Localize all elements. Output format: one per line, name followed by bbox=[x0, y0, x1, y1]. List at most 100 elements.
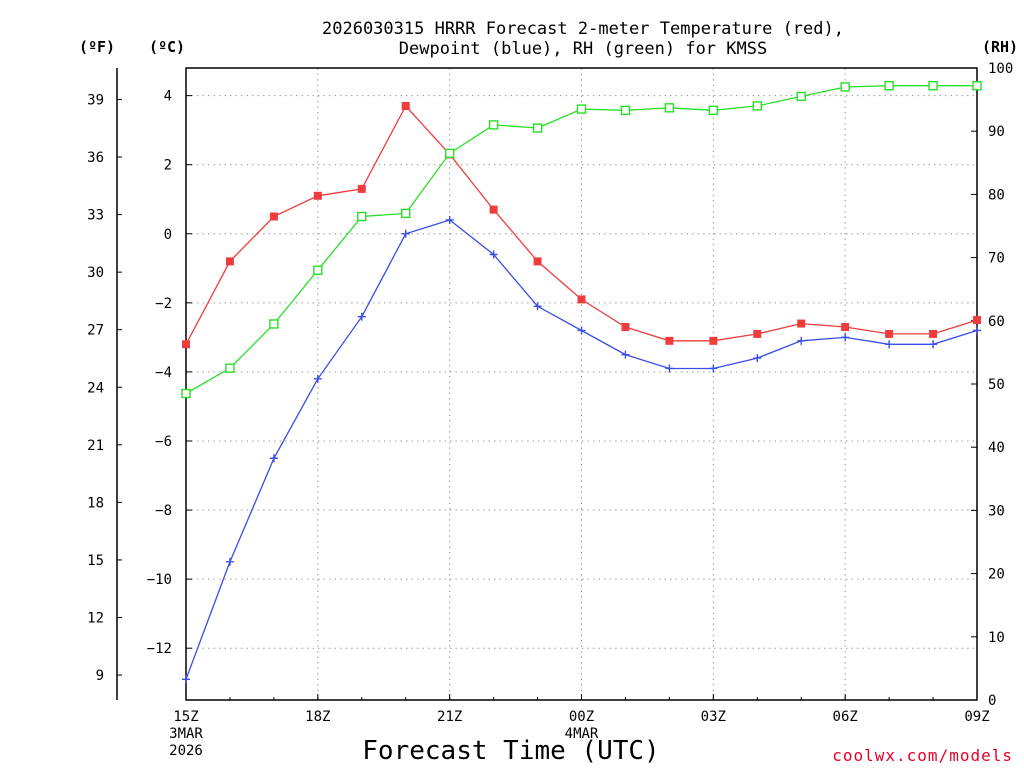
rh-point bbox=[708, 105, 719, 116]
fahrenheit-tick-label: 30 bbox=[87, 265, 104, 281]
fahrenheit-tick-label: 18 bbox=[87, 495, 104, 511]
x-tick-label: 21Z bbox=[437, 709, 462, 725]
celsius-tick-label: −10 bbox=[147, 572, 172, 588]
rh-point bbox=[620, 105, 631, 116]
x-tick-label: 03Z bbox=[701, 709, 726, 725]
credit-text: coolwx.com/models bbox=[832, 746, 1013, 765]
dewpoint-point bbox=[665, 364, 674, 373]
chart-title-line-2: Dewpoint (blue), RH (green) for KMSS bbox=[399, 39, 767, 59]
rh-point bbox=[444, 148, 455, 159]
dewpoint-point bbox=[841, 333, 850, 342]
rh-tick-label: 20 bbox=[988, 567, 1005, 583]
x-tick-label: 4MAR bbox=[565, 726, 599, 742]
rh-point bbox=[840, 82, 850, 92]
x-tick-label: 06Z bbox=[833, 709, 858, 725]
rh-point bbox=[269, 319, 279, 329]
temperature-point bbox=[885, 329, 894, 338]
celsius-tick-label: −2 bbox=[155, 296, 172, 312]
x-tick-label: 09Z bbox=[964, 709, 989, 725]
celsius-tick-label: 4 bbox=[164, 89, 172, 105]
rh-point bbox=[972, 80, 982, 91]
rh-tick-label: 30 bbox=[988, 503, 1005, 519]
temperature-point bbox=[182, 340, 190, 349]
dewpoint-point bbox=[533, 302, 542, 311]
dewpoint-point bbox=[313, 374, 322, 383]
rh-point bbox=[796, 91, 806, 102]
rh-tick-label: 60 bbox=[988, 314, 1005, 330]
celsius-tick-label: −6 bbox=[155, 434, 172, 450]
dewpoint-point bbox=[621, 350, 630, 359]
rh-unit-label: (RH) bbox=[982, 38, 1018, 56]
celsius-tick-label: 2 bbox=[164, 158, 172, 174]
temperature-point bbox=[225, 257, 234, 266]
rh-point bbox=[225, 363, 235, 373]
x-tick-label: 3MAR bbox=[169, 726, 203, 742]
rh-point bbox=[532, 123, 543, 133]
rh-point bbox=[357, 211, 367, 222]
grid bbox=[186, 68, 977, 700]
fahrenheit-tick-label: 33 bbox=[87, 208, 104, 224]
temperature-point bbox=[621, 323, 630, 332]
rh-point bbox=[752, 101, 762, 111]
dewpoint-point bbox=[445, 215, 454, 224]
chart-title-line-1: 2026030315 HRRR Forecast 2-meter Tempera… bbox=[322, 19, 844, 39]
celsius-tick-label: −12 bbox=[147, 641, 172, 657]
fahrenheit-tick-label: 39 bbox=[87, 92, 104, 108]
dewpoint-point bbox=[489, 250, 498, 259]
dewpoint-point bbox=[577, 326, 586, 335]
fahrenheit-tick-label: 12 bbox=[87, 610, 104, 626]
axes bbox=[116, 67, 978, 701]
temperature-point bbox=[577, 295, 586, 304]
dewpoint-point bbox=[797, 336, 806, 345]
temperature-point bbox=[709, 336, 718, 345]
temperature-point bbox=[313, 191, 322, 200]
temperature-line bbox=[185, 104, 978, 345]
dewpoint-point bbox=[753, 354, 762, 363]
fahrenheit-tick-label: 21 bbox=[87, 438, 104, 454]
series-group bbox=[181, 80, 982, 684]
dewpoint-point bbox=[182, 675, 190, 684]
rh-point bbox=[488, 120, 499, 130]
celsius-tick-label: −8 bbox=[155, 503, 172, 519]
rh-point bbox=[401, 208, 411, 219]
fahrenheit-tick-label: 36 bbox=[87, 150, 104, 166]
dewpoint-point bbox=[225, 557, 234, 566]
celsius-tick-label: 0 bbox=[164, 227, 172, 243]
rh-tick-label: 0 bbox=[988, 693, 996, 709]
temperature-point bbox=[269, 212, 278, 221]
celsius-tick-label: −4 bbox=[155, 365, 172, 381]
rh-point bbox=[884, 80, 894, 91]
dewpoint-point bbox=[269, 454, 278, 463]
fahrenheit-tick-label: 9 bbox=[96, 668, 104, 684]
x-tick-label: 18Z bbox=[305, 709, 330, 725]
fahrenheit-tick-label: 15 bbox=[87, 553, 104, 569]
dewpoint-point bbox=[973, 326, 981, 335]
dewpoint-point bbox=[401, 229, 410, 238]
x-axis-label: Forecast Time (UTC) bbox=[362, 736, 659, 766]
rh-tick-label: 80 bbox=[988, 187, 1005, 203]
temperature-point bbox=[489, 205, 498, 214]
temperature-point bbox=[973, 316, 981, 325]
rh-tick-label: 100 bbox=[988, 61, 1013, 77]
rh-tick-label: 90 bbox=[988, 124, 1005, 140]
temperature-point bbox=[753, 329, 762, 338]
rh-point bbox=[181, 388, 191, 399]
x-tick-label: 00Z bbox=[569, 709, 594, 725]
fahrenheit-tick-label: 27 bbox=[87, 323, 104, 339]
tick-labels: 420−2−4−6−8−10−1239363330272421181512910… bbox=[87, 61, 1013, 759]
rh-point bbox=[576, 104, 587, 114]
rh-tick-label: 50 bbox=[988, 377, 1005, 393]
rh-tick-label: 40 bbox=[988, 440, 1005, 456]
rh-tick-label: 10 bbox=[988, 630, 1005, 646]
temperature-point bbox=[665, 336, 674, 345]
dewpoint-point bbox=[929, 340, 938, 349]
dewpoint-point bbox=[885, 340, 894, 349]
temperature-point bbox=[797, 319, 806, 328]
rh-tick-label: 70 bbox=[988, 251, 1005, 267]
temperature-point bbox=[929, 329, 938, 338]
chart-titles: 2026030315 HRRR Forecast 2-meter Tempera… bbox=[79, 19, 1018, 59]
temperature-point bbox=[401, 101, 410, 110]
rh-point bbox=[928, 80, 938, 91]
dewpoint-point bbox=[357, 312, 366, 321]
